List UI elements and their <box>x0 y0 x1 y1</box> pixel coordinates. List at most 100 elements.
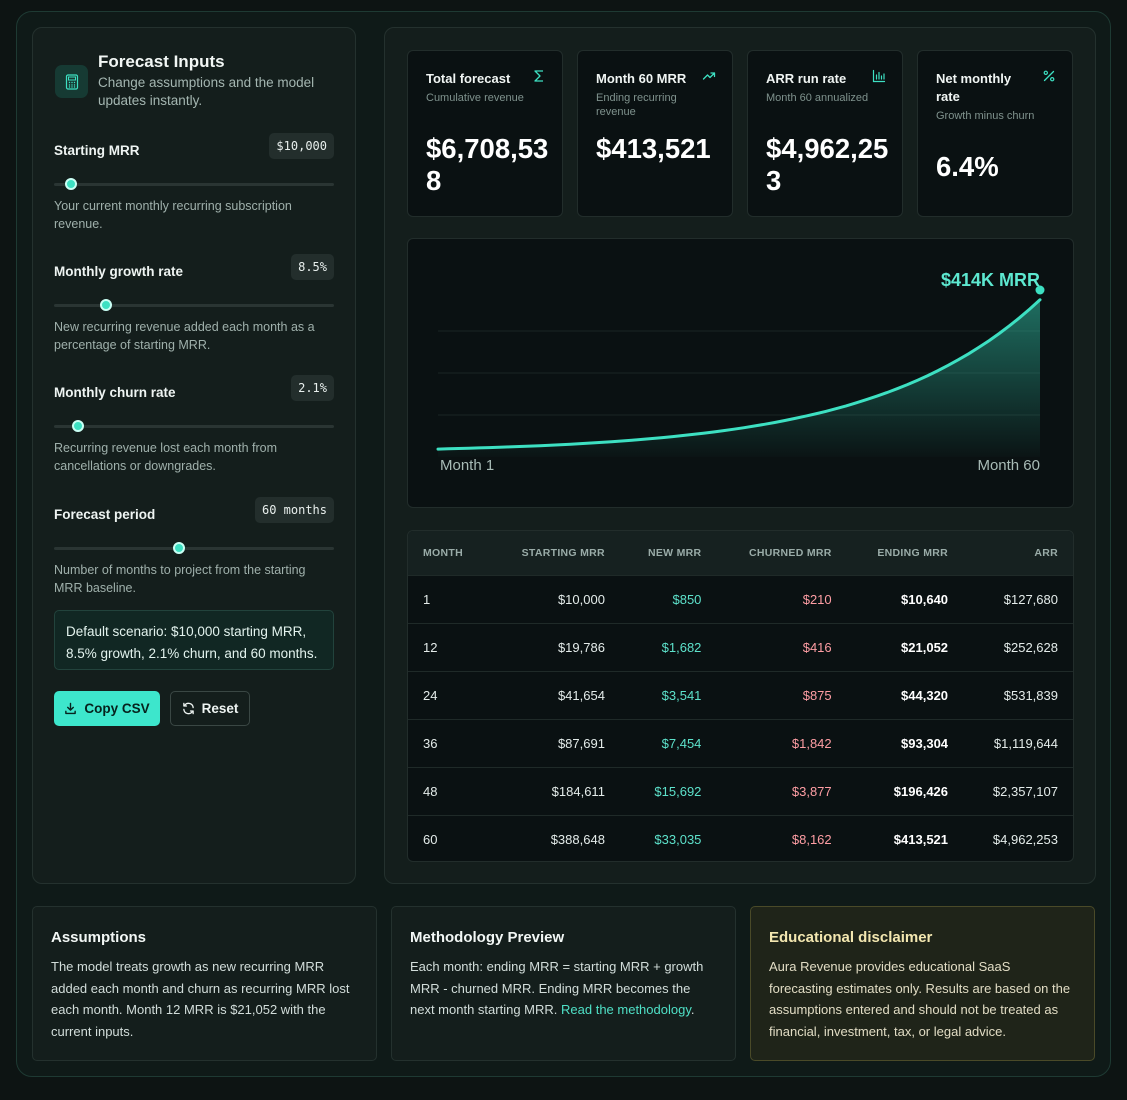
field-value: 8.5% <box>291 254 334 280</box>
reset-label: Reset <box>201 701 239 716</box>
kpi-subtitle: Month 60 annualized <box>766 92 869 104</box>
slider-thumb[interactable] <box>99 299 112 311</box>
cell-ending-mrr: $10,640 <box>901 591 949 607</box>
forecast-inputs-panel: Forecast Inputs Change assumptions and t… <box>32 27 356 884</box>
table-header-row: MONTH STARTING MRR NEW MRR CHURNED MRR E… <box>408 531 1073 575</box>
cell-churned-mrr: $8,162 <box>791 831 832 847</box>
cell-ending-mrr: $21,052 <box>901 639 949 655</box>
kpi-value: 6.4% <box>936 151 999 182</box>
kpi-month-60-mrr: Month 60 MRR Ending recurring revenue $4… <box>577 50 733 217</box>
kpi-title: Total forecast <box>426 71 511 86</box>
cell-arr: $252,628 <box>1003 639 1058 655</box>
download-icon <box>65 702 77 715</box>
churn-rate-slider[interactable] <box>54 420 334 432</box>
cell-ending-mrr: $413,521 <box>893 831 949 847</box>
table-row: 60 $388,648 $33,035 $8,162 $413,521 $4,9… <box>408 815 1073 861</box>
assumptions-card: Assumptions The model treats growth as n… <box>32 906 377 1061</box>
card-body: Each month: ending MRR = starting MRR + … <box>410 959 704 1017</box>
sigma-icon <box>534 70 543 82</box>
kpi-title: Month 60 MRR <box>596 71 687 86</box>
cell-starting-mrr: $19,786 <box>557 639 605 655</box>
x-start-label: Month 1 <box>440 457 494 474</box>
mrr-area <box>438 299 1040 457</box>
kpi-arr-run-rate: ARR run rate Month 60 annualized $4,962,… <box>747 50 903 217</box>
cell-new-mrr: $3,541 <box>661 687 702 703</box>
cell-ending-mrr: $93,304 <box>901 735 949 751</box>
trend-up-icon <box>702 72 716 80</box>
card-title: Methodology Preview <box>410 929 565 946</box>
growth-rate-slider[interactable] <box>54 299 334 311</box>
card-title: Educational disclaimer <box>769 929 933 946</box>
field-description: New recurring revenue added each month a… <box>54 320 315 352</box>
cell-new-mrr: $7,454 <box>661 735 702 751</box>
disclaimer-card: Educational disclaimer Aura Revenue prov… <box>750 906 1095 1061</box>
x-end-label: Month 60 <box>977 457 1040 474</box>
cell-month: 24 <box>423 687 438 703</box>
field-label: Monthly growth rate <box>54 264 183 279</box>
field-label: Starting MRR <box>54 143 140 158</box>
bar-chart-icon <box>872 69 886 83</box>
kpi-title: ARR run rate <box>766 71 847 86</box>
table-row: 48 $184,611 $15,692 $3,877 $196,426 $2,3… <box>408 767 1073 815</box>
forecast-period-slider[interactable] <box>54 542 334 554</box>
starting-mrr-slider[interactable] <box>54 178 334 190</box>
cell-arr: $2,357,107 <box>992 783 1058 799</box>
field-label: Forecast period <box>54 507 156 522</box>
inputs-subtitle: Change assumptions and the model updates… <box>98 75 315 108</box>
cell-ending-mrr: $196,426 <box>893 783 949 799</box>
inputs-title: Forecast Inputs <box>98 52 225 71</box>
kpi-value: $413,521 <box>596 133 711 164</box>
cell-new-mrr: $33,035 <box>654 831 702 847</box>
column-header: MONTH <box>423 546 463 559</box>
cell-churned-mrr: $210 <box>802 591 832 607</box>
cell-starting-mrr: $184,611 <box>551 783 605 799</box>
field-value: $10,000 <box>269 133 334 159</box>
field-value: 60 months <box>254 497 334 523</box>
cell-new-mrr: $1,682 <box>661 639 702 655</box>
column-header: ENDING MRR <box>877 546 949 559</box>
cell-month: 48 <box>423 783 438 799</box>
card-title: Assumptions <box>51 929 147 946</box>
cell-starting-mrr: $10,000 <box>557 591 605 607</box>
kpi-subtitle: Growth minus churn <box>936 110 1035 122</box>
mrr-forecast-chart: $414K MRR Month 1 Month 60 <box>407 238 1074 508</box>
kpi-total-forecast: Total forecast Cumulative revenue $6,708… <box>407 50 563 217</box>
slider-thumb[interactable] <box>71 420 84 432</box>
copy-csv-button[interactable]: Copy CSV <box>54 691 160 726</box>
cell-new-mrr: $850 <box>672 591 702 607</box>
table-row: 36 $87,691 $7,454 $1,842 $93,304 $1,119,… <box>408 719 1073 767</box>
refresh-icon <box>182 702 194 715</box>
slider-thumb[interactable] <box>172 542 185 554</box>
copy-csv-label: Copy CSV <box>84 701 150 716</box>
cell-churned-mrr: $3,877 <box>791 783 832 799</box>
cell-month: 12 <box>423 639 438 655</box>
cell-churned-mrr: $1,842 <box>791 735 832 751</box>
cell-month: 36 <box>423 735 438 751</box>
kpi-value: $4,962,253 <box>766 133 889 196</box>
reset-button[interactable]: Reset <box>170 691 250 726</box>
column-header: STARTING MRR <box>521 546 605 559</box>
kpi-subtitle: Ending recurring revenue <box>596 92 677 118</box>
mrr-chart-svg: $414K MRR Month 1 Month 60 <box>436 270 1045 474</box>
forecast-results-panel: Total forecast Cumulative revenue $6,708… <box>384 27 1096 884</box>
cell-ending-mrr: $44,320 <box>901 687 949 703</box>
forecast-table: MONTH STARTING MRR NEW MRR CHURNED MRR E… <box>407 530 1074 862</box>
table-row: 1 $10,000 $850 $210 $10,640 $127,680 <box>408 575 1073 623</box>
calculator-icon <box>55 65 88 98</box>
cell-starting-mrr: $41,654 <box>557 687 605 703</box>
read-methodology-link[interactable]: Read the methodology <box>561 1002 691 1017</box>
cell-churned-mrr: $416 <box>802 639 832 655</box>
mrr-line <box>436 298 1042 451</box>
column-header: ARR <box>1034 546 1058 559</box>
default-scenario-note: Default scenario: $10,000 starting MRR, … <box>54 610 334 670</box>
cell-arr: $531,839 <box>1003 687 1058 703</box>
field-description: Number of months to project from the sta… <box>54 563 306 595</box>
percent-icon <box>1043 70 1055 82</box>
cell-new-mrr: $15,692 <box>654 783 702 799</box>
cell-churned-mrr: $875 <box>802 687 832 703</box>
field-description: Your current monthly recurring subscript… <box>54 199 292 231</box>
slider-thumb[interactable] <box>64 178 77 190</box>
card-body: Aura Revenue provides educational SaaS f… <box>769 959 1071 1039</box>
table-row: 24 $41,654 $3,541 $875 $44,320 $531,839 <box>408 671 1073 719</box>
cell-arr: $127,680 <box>1003 591 1058 607</box>
